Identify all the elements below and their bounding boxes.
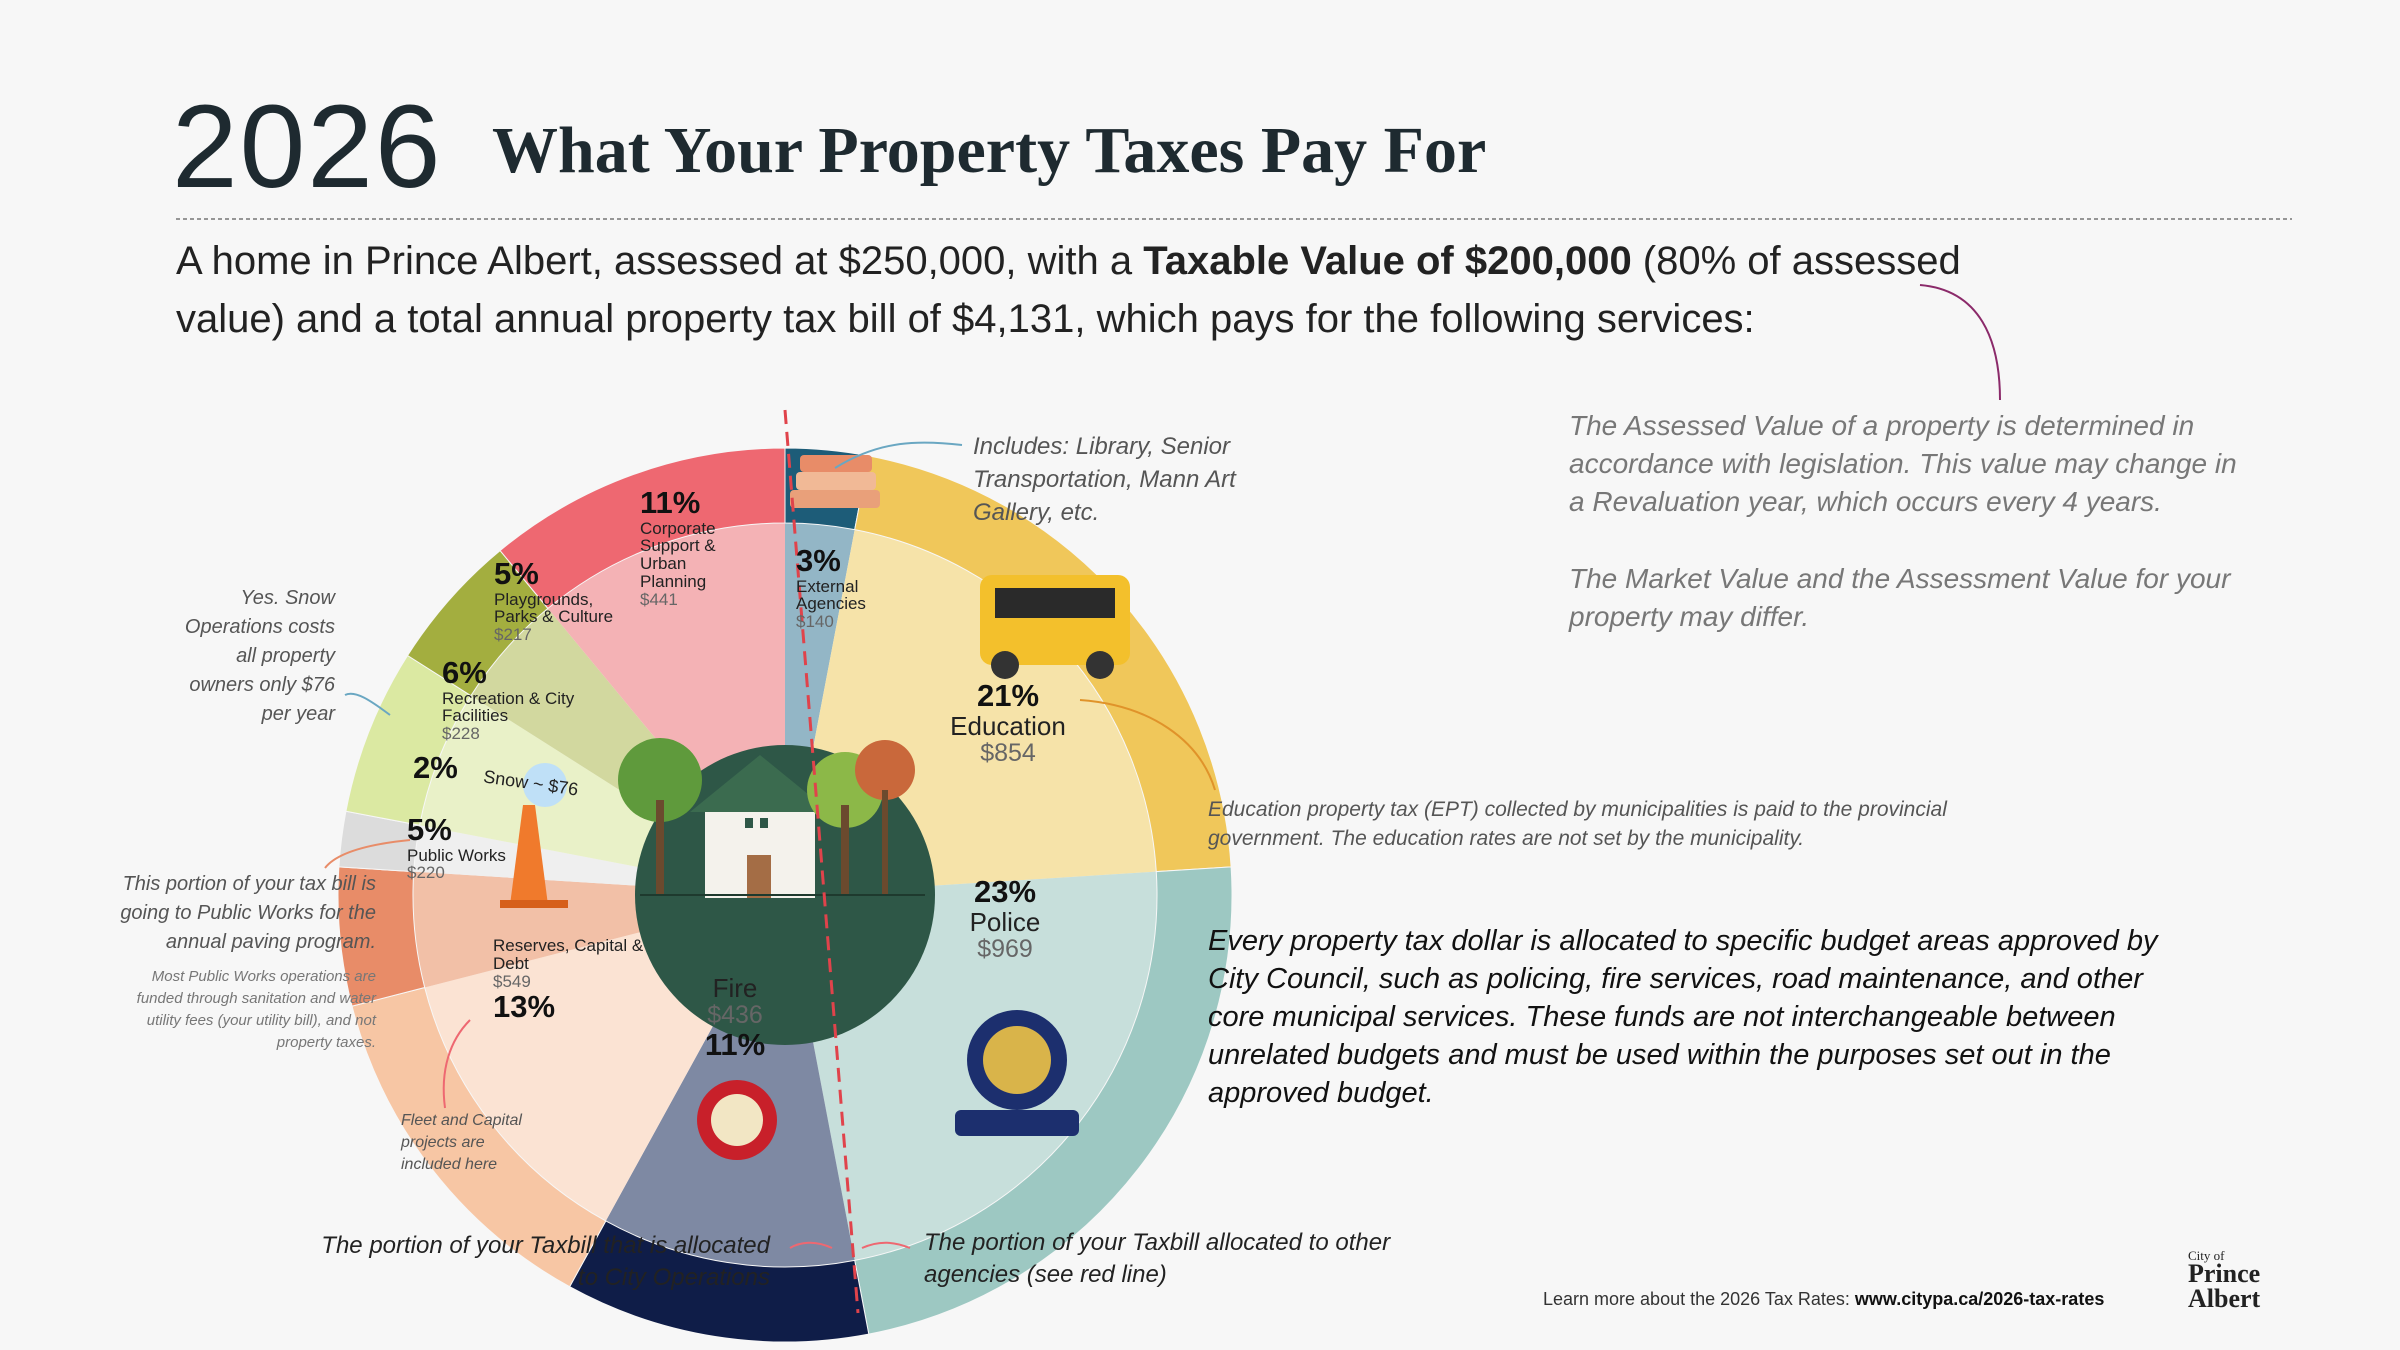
percent-label: 5% bbox=[407, 812, 452, 847]
amount-label: $140 bbox=[796, 612, 834, 632]
slice-inner bbox=[413, 871, 650, 988]
footer: Learn more about the 2026 Tax Rates: www… bbox=[1543, 1289, 2104, 1310]
slice bbox=[499, 447, 786, 610]
amount-label: $220 bbox=[407, 863, 445, 883]
logo: City of Prince Albert bbox=[2188, 1248, 2261, 1314]
education-note: Education property tax (EPT) collected b… bbox=[1208, 798, 1947, 850]
slice-label: Reserves, Capital & Debt $549 13% bbox=[493, 937, 683, 1023]
title: What Your Property Taxes Pay For bbox=[492, 114, 1487, 187]
cone-icon bbox=[500, 805, 568, 908]
agency-divider bbox=[783, 409, 860, 1314]
slice-label: 11% Corporate Support & Urban Planning $44… bbox=[640, 485, 750, 609]
fire-badge bbox=[697, 1080, 777, 1160]
house-icon bbox=[618, 738, 925, 898]
slice-label: 5% Playgrounds, Parks & Culture $217 bbox=[494, 556, 634, 645]
footer-link[interactable]: www.citypa.ca/2026-tax-rates bbox=[1854, 1289, 2105, 1309]
slice-label: 6% Recreation & City Facilities $228 bbox=[442, 655, 592, 744]
bus-icon bbox=[980, 575, 1130, 679]
amount-label: $441 bbox=[640, 589, 678, 609]
slice-inner bbox=[424, 929, 718, 1221]
intro-emphasis: Taxable Value of $200,000 bbox=[1143, 239, 1632, 283]
other-agencies-note: The portion of your Taxbill allocated to… bbox=[924, 1229, 1391, 1288]
percent-label: 6% bbox=[442, 655, 487, 690]
slice-label: Fire $436 11% bbox=[635, 973, 835, 1062]
category-label: Corporate Support & Urban Planning bbox=[640, 518, 716, 592]
category-label: Recreation & City Facilities bbox=[442, 688, 575, 726]
slice-inner bbox=[785, 523, 855, 758]
category-label: Public Works bbox=[407, 845, 506, 865]
slice-label: 21% Education $854 bbox=[908, 678, 1108, 767]
category-label: Education bbox=[950, 710, 1066, 741]
utility-note: Most Public Works operations are funded … bbox=[136, 968, 376, 1051]
year: 2026 bbox=[172, 81, 443, 213]
amount-label: $436 bbox=[707, 1001, 763, 1030]
category-label: Reserves, Capital & Debt bbox=[493, 936, 644, 973]
snow-note: Yes. Snow Operations costs all property … bbox=[184, 587, 335, 725]
percent-label: 5% bbox=[494, 556, 539, 591]
intro-text: A home in Prince Albert, assessed at $25… bbox=[176, 239, 1144, 283]
agencies-note: Includes: Library, Senior Transportation… bbox=[973, 433, 1236, 526]
amount-label: $549 bbox=[493, 971, 531, 991]
slice-inner bbox=[547, 523, 785, 788]
fleet-note: Fleet and Capital projects are included … bbox=[401, 1112, 522, 1173]
category-label: External Agencies bbox=[796, 576, 866, 614]
assessed-note: The Assessed Value of a property is dete… bbox=[1569, 410, 2237, 517]
intro: A home in Prince Albert, assessed at $25… bbox=[176, 232, 1996, 348]
snow-icon bbox=[523, 763, 567, 807]
percent-label: 13% bbox=[493, 988, 556, 1024]
market-note: The Market Value and the Assessment Valu… bbox=[1569, 563, 2231, 632]
percent-label: 3% bbox=[796, 543, 841, 578]
percent-label: 21% bbox=[976, 678, 1040, 713]
logo-line: Albert bbox=[2188, 1284, 2261, 1314]
percent-label: 11% bbox=[704, 1026, 766, 1062]
arrows bbox=[324, 284, 2001, 1249]
slice-label: 2% bbox=[413, 750, 613, 785]
slice-label: 23% Police $969 bbox=[905, 874, 1105, 963]
category-label: Fire bbox=[712, 973, 758, 1003]
amount-label: $969 bbox=[977, 934, 1033, 963]
police-badge bbox=[955, 1010, 1079, 1136]
amount-label: $854 bbox=[980, 738, 1036, 767]
city-ops-note: The portion of your Taxbill that is allo… bbox=[321, 1232, 770, 1291]
category-label: Police bbox=[969, 906, 1041, 937]
allocation-note: Every property tax dollar is allocated t… bbox=[1208, 925, 2158, 1109]
amount-label: $228 bbox=[442, 724, 480, 744]
percent-label: 23% bbox=[973, 874, 1037, 909]
percent-label: 11% bbox=[640, 485, 701, 520]
intro-text: (80% of assessed value) and a total annu… bbox=[176, 239, 1961, 341]
books-icon bbox=[790, 455, 880, 508]
amount-label: $217 bbox=[494, 625, 532, 645]
paving-note: This portion of your tax bill is going t… bbox=[120, 873, 376, 953]
slice-label: 3% External Agencies $140 bbox=[796, 543, 906, 632]
logo-line: City of bbox=[2188, 1248, 2225, 1263]
logo-line: Prince bbox=[2188, 1259, 2261, 1289]
footer-text: Learn more about the 2026 Tax Rates: bbox=[1543, 1289, 1855, 1309]
category-label: Playgrounds, Parks & Culture bbox=[494, 589, 614, 627]
percent-label: 2% bbox=[413, 750, 458, 785]
slice-label: 5% Public Works $220 bbox=[407, 812, 547, 883]
